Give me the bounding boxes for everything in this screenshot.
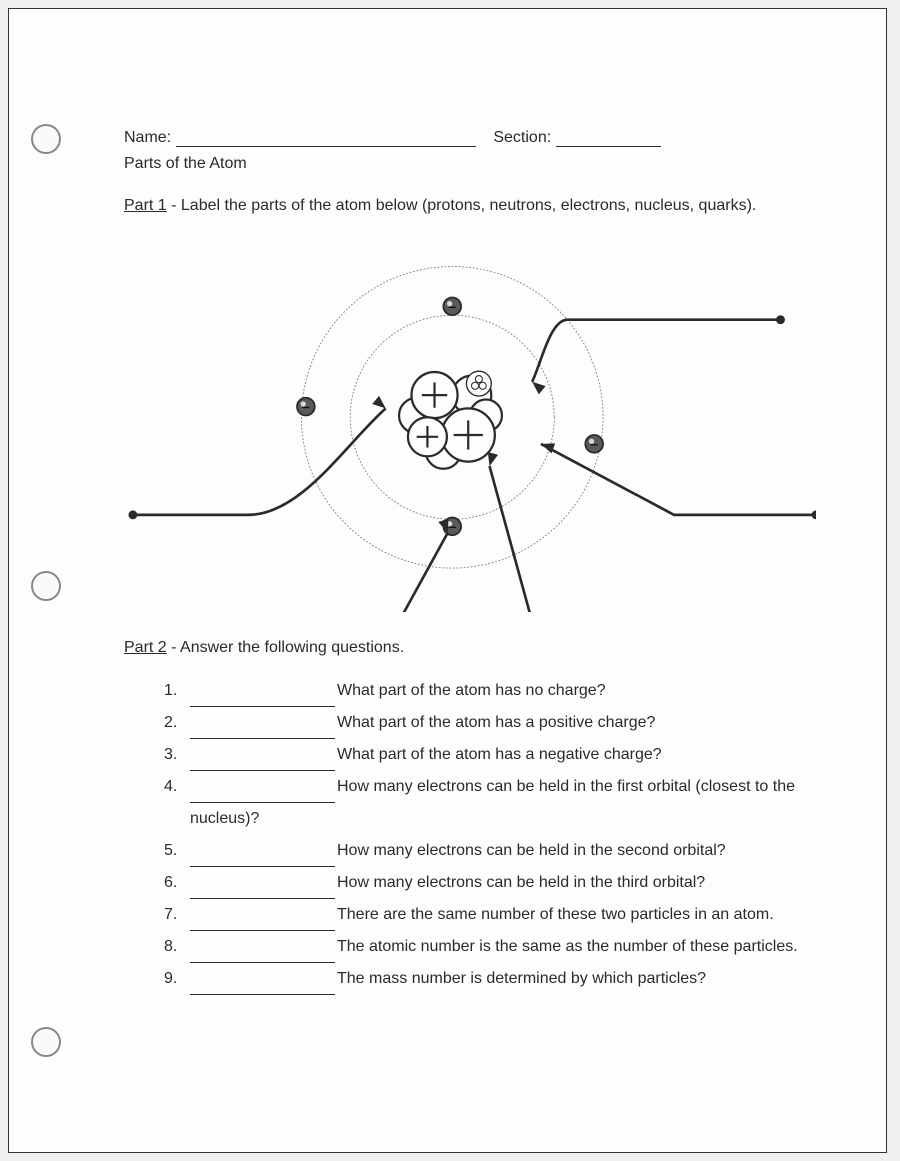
question-body: How many electrons can be held in the fi… <box>190 771 816 835</box>
question-number: 4. <box>164 771 190 835</box>
name-label: Name: <box>124 129 171 146</box>
question-item: 7. There are the same number of these two… <box>164 899 816 931</box>
leader-line <box>490 466 728 612</box>
question-item: 1. What part of the atom has no charge? <box>164 675 816 707</box>
part1-heading: Part 1 - Label the parts of the atom bel… <box>124 197 816 215</box>
part2-instruction: - Answer the following questions. <box>167 639 404 656</box>
leader-line <box>541 444 816 515</box>
punch-hole-icon <box>31 571 61 601</box>
question-body: What part of the atom has a negative cha… <box>190 739 816 771</box>
question-number: 2. <box>164 707 190 739</box>
leader-line <box>208 533 448 612</box>
question-text: What part of the atom has no charge? <box>337 682 606 699</box>
question-item: 8. The atomic number is the same as the n… <box>164 931 816 963</box>
answer-blank[interactable] <box>190 914 335 931</box>
leader-endpoint <box>776 315 785 324</box>
answer-blank[interactable] <box>190 754 335 771</box>
punch-hole-icon <box>31 1027 61 1057</box>
punch-hole-icon <box>31 124 61 154</box>
answer-blank[interactable] <box>190 722 335 739</box>
worksheet-title: Parts of the Atom <box>124 155 816 173</box>
question-number: 3. <box>164 739 190 771</box>
question-text: There are the same number of these two p… <box>337 906 774 923</box>
part1-instruction: - Label the parts of the atom below (pro… <box>167 197 757 214</box>
part1-label: Part 1 <box>124 197 167 214</box>
electron-highlight <box>447 301 452 306</box>
question-text: The atomic number is the same as the num… <box>337 938 798 955</box>
question-number: 5. <box>164 835 190 867</box>
answer-blank[interactable] <box>190 946 335 963</box>
question-body: What part of the atom has a positive cha… <box>190 707 816 739</box>
name-blank[interactable] <box>176 129 476 147</box>
question-text: The mass number is determined by which p… <box>337 970 706 987</box>
question-text: What part of the atom has a negative cha… <box>337 746 662 763</box>
question-body: The atomic number is the same as the num… <box>190 931 816 963</box>
arrow-icon <box>488 452 498 466</box>
question-list: 1. What part of the atom has no charge? 2.… <box>124 675 816 995</box>
question-body: What part of the atom has no charge? <box>190 675 816 707</box>
question-item: 4.How many electrons can be held in the … <box>164 771 816 835</box>
question-number: 1. <box>164 675 190 707</box>
arrow-icon <box>438 518 448 532</box>
arrow-icon <box>372 396 386 409</box>
question-body: How many electrons can be held in the se… <box>190 835 816 867</box>
question-number: 9. <box>164 963 190 995</box>
header-row: Name: Section: <box>124 129 816 147</box>
leader-line <box>133 408 386 514</box>
question-item: 5. How many electrons can be held in the … <box>164 835 816 867</box>
answer-blank[interactable] <box>190 882 335 899</box>
answer-blank[interactable] <box>190 690 335 707</box>
answer-blank[interactable] <box>190 786 335 803</box>
question-number: 8. <box>164 931 190 963</box>
leader-line <box>532 320 780 382</box>
electron-highlight <box>301 401 306 406</box>
part2-label: Part 2 <box>124 639 167 656</box>
question-item: 3. What part of the atom has a negative c… <box>164 739 816 771</box>
electron <box>297 398 315 416</box>
question-text: How many electrons can be held in the se… <box>337 842 726 859</box>
section-label: Section: <box>493 129 551 146</box>
leader-endpoint <box>128 510 137 519</box>
section-blank[interactable] <box>556 129 661 147</box>
question-body: How many electrons can be held in the th… <box>190 867 816 899</box>
question-number: 6. <box>164 867 190 899</box>
arrow-icon <box>541 443 555 453</box>
question-item: 6. How many electrons can be held in the … <box>164 867 816 899</box>
question-number: 7. <box>164 899 190 931</box>
question-text: How many electrons can be held in the th… <box>337 874 705 891</box>
quark-cluster <box>466 371 491 396</box>
electron <box>585 435 603 453</box>
answer-blank[interactable] <box>190 850 335 867</box>
worksheet-page: Name: Section: Parts of the Atom Part 1 … <box>8 8 887 1153</box>
question-item: 2. What part of the atom has a positive c… <box>164 707 816 739</box>
electron-highlight <box>589 439 594 444</box>
electron <box>443 298 461 316</box>
answer-blank[interactable] <box>190 978 335 995</box>
question-text: What part of the atom has a positive cha… <box>337 714 655 731</box>
question-body: The mass number is determined by which p… <box>190 963 816 995</box>
leader-endpoint <box>812 510 816 519</box>
arrow-icon <box>532 382 546 395</box>
question-body: There are the same number of these two p… <box>190 899 816 931</box>
part2-heading: Part 2 - Answer the following questions. <box>124 639 816 657</box>
atom-diagram <box>124 227 816 612</box>
question-item: 9. The mass number is determined by which… <box>164 963 816 995</box>
